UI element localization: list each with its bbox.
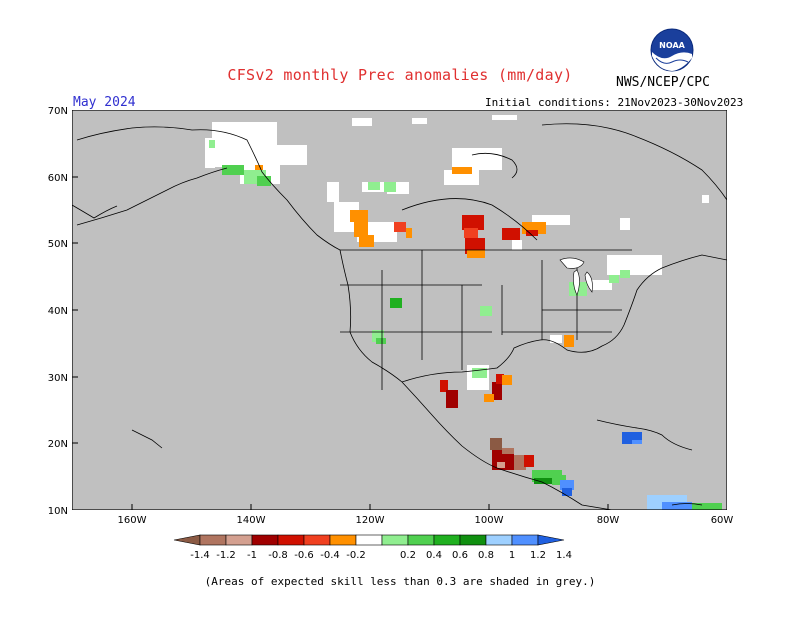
colorbar-swatch	[433, 534, 461, 546]
colorbar-label: -0.4	[320, 550, 340, 561]
lon-label: 60W	[711, 515, 734, 526]
colorbar-swatch	[537, 534, 565, 546]
skill-footnote: (Areas of expected skill less than 0.3 a…	[204, 575, 596, 588]
lat-label: 20N	[48, 439, 68, 450]
lon-label: 160W	[118, 515, 147, 526]
lat-label: 40N	[48, 306, 68, 317]
lat-label: 60N	[48, 173, 68, 184]
initial-conditions: Initial conditions: 21Nov2023-30Nov2023	[485, 96, 744, 109]
lon-label: 80W	[597, 515, 620, 526]
colorbar-label: 1.2	[530, 550, 546, 561]
colorbar-swatch	[485, 534, 513, 546]
colorbar-swatch	[251, 534, 279, 546]
colorbar-label: -0.8	[268, 550, 288, 561]
coastlines	[72, 123, 727, 510]
colorbar-label: -0.2	[346, 550, 366, 561]
colorbar-swatch	[381, 534, 409, 546]
colorbar-label: -0.6	[294, 550, 314, 561]
colorbar-label: -1.4	[190, 550, 210, 561]
colorbar-swatch	[329, 534, 357, 546]
lon-label: 120W	[356, 515, 385, 526]
colorbar-swatch	[199, 534, 227, 546]
skill-mask	[72, 110, 727, 510]
colorbar-labels: -1.4 -1.2 -1 -0.8 -0.6 -0.4 -0.2 0.2 0.4 0.6 0.8 1 1…	[190, 550, 572, 561]
positive-anomaly-cells	[209, 140, 722, 510]
colorbar-swatch	[459, 534, 487, 546]
colorbar-swatches	[173, 534, 565, 546]
agency-label: NWS/NCEP/CPC	[616, 75, 710, 90]
lon-label: 100W	[475, 515, 504, 526]
colorbar-swatch	[303, 534, 331, 546]
lon-label: 140W	[237, 515, 266, 526]
chart-title: CFSv2 monthly Prec anomalies (mm/day)	[227, 66, 573, 84]
great-lakes	[559, 257, 593, 296]
colorbar-label: 0.6	[452, 550, 468, 561]
colorbar-swatch	[355, 534, 383, 546]
anomaly-map	[72, 110, 727, 510]
colorbar-label: 0.2	[400, 550, 416, 561]
lat-label: 70N	[48, 106, 68, 117]
lat-label: 30N	[48, 373, 68, 384]
colorbar-label: 0.4	[426, 550, 442, 561]
colorbar-label: 1	[509, 550, 515, 561]
colorbar-swatch	[173, 534, 201, 546]
colorbar-label: -1	[247, 550, 257, 561]
forecast-month: May 2024	[73, 95, 136, 110]
colorbar-swatch	[407, 534, 435, 546]
noaa-logo-icon: NOAA	[650, 28, 694, 72]
lat-label: 50N	[48, 239, 68, 250]
lat-label: 10N	[48, 506, 68, 516]
longitude-axis: 160W 140W 120W 100W 80W 60W	[118, 515, 734, 526]
colorbar-label: 1.4	[556, 550, 572, 561]
colorbar-swatch	[511, 534, 539, 546]
axis-ticks	[72, 110, 727, 510]
colorbar: -1.4 -1.2 -1 -0.8 -0.6 -0.4 -0.2 0.2 0.4 0.6 0.8 1 1…	[173, 534, 572, 561]
colorbar-swatch	[225, 534, 253, 546]
latitude-axis: 70N 60N 50N 40N 30N 20N 10N	[48, 106, 68, 516]
colorbar-label: 0.8	[478, 550, 494, 561]
colorbar-label: -1.2	[216, 550, 236, 561]
svg-text:NOAA: NOAA	[659, 41, 685, 50]
colorbar-swatch	[277, 534, 305, 546]
